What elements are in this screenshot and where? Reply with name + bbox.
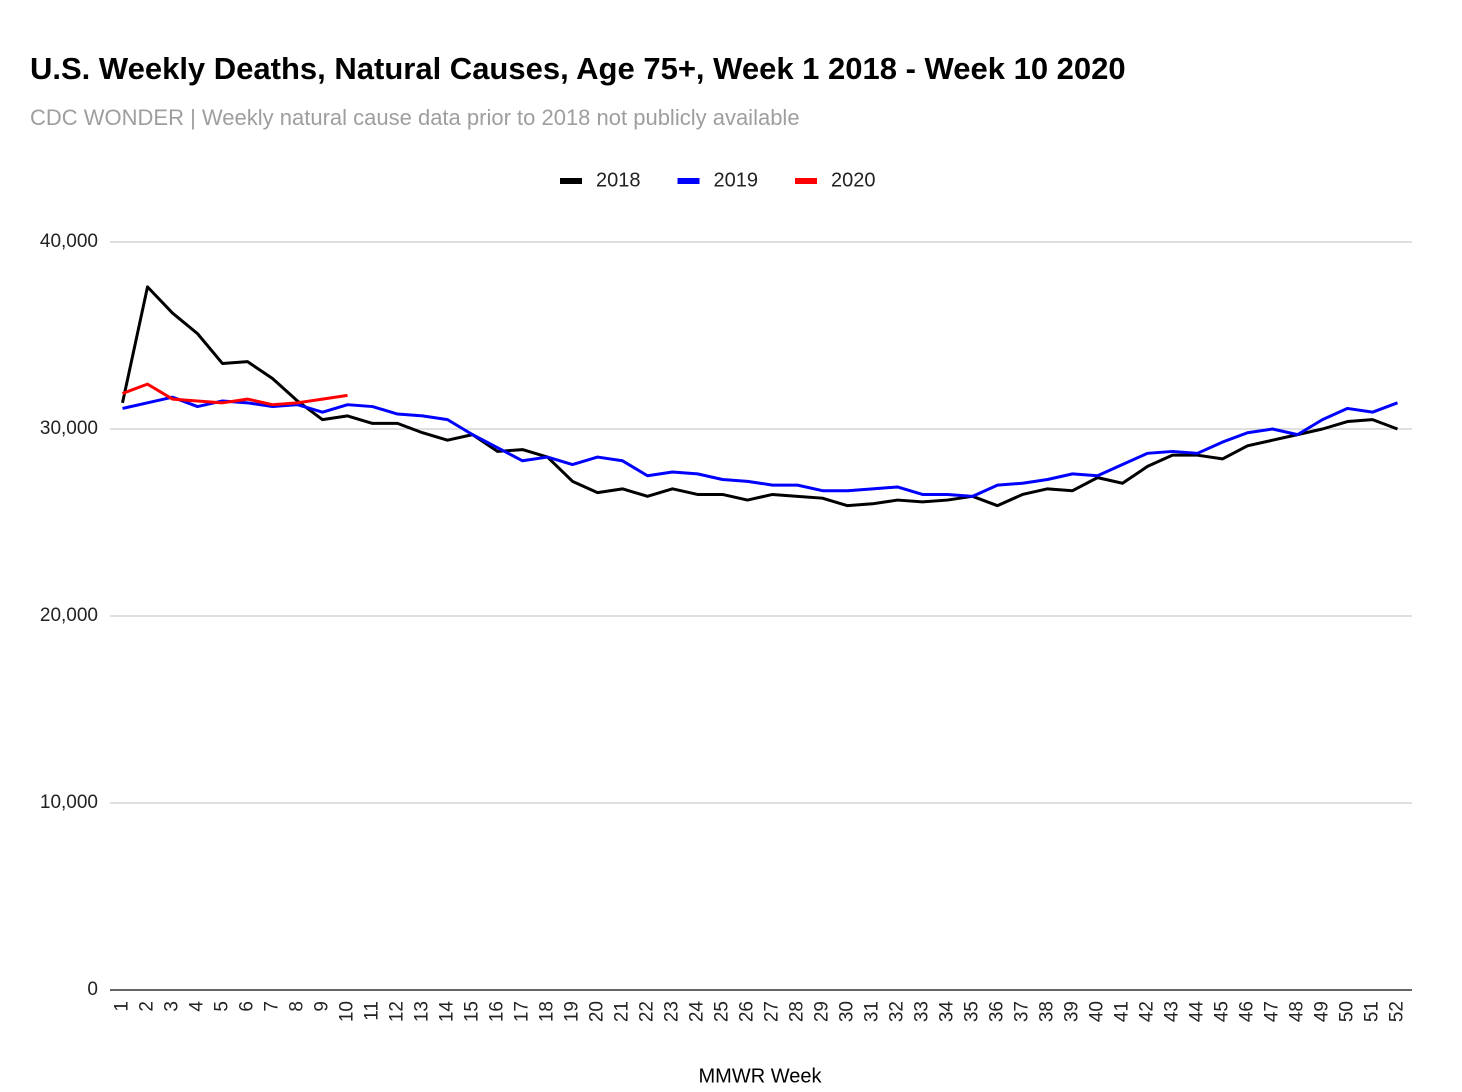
- x-tick-label: 30: [837, 1001, 858, 1022]
- x-tick-label: 18: [537, 1001, 558, 1022]
- x-tick-label: 28: [787, 1001, 808, 1022]
- x-tick-label: 52: [1387, 1001, 1408, 1022]
- x-tick-label: 20: [587, 1001, 608, 1022]
- legend-label: 2018: [596, 169, 641, 191]
- series-line: [121, 382, 348, 407]
- x-tick-label: 36: [987, 1001, 1008, 1022]
- chart-subtitle: CDC WONDER | Weekly natural cause data p…: [30, 105, 800, 130]
- x-tick-label: 35: [962, 1001, 983, 1022]
- x-tick-label: 14: [437, 1001, 458, 1023]
- x-tick-label: 48: [1287, 1001, 1308, 1022]
- x-tick-label: 42: [1137, 1001, 1158, 1022]
- y-tick-label: 30,000: [40, 418, 98, 439]
- x-tick-label: 17: [512, 1001, 533, 1022]
- x-tick-label: 50: [1337, 1001, 1358, 1022]
- x-tick-label: 49: [1312, 1001, 1333, 1022]
- x-tick-label: 31: [862, 1001, 883, 1022]
- x-tick-label: 34: [937, 1001, 958, 1023]
- x-tick-label: 22: [637, 1001, 658, 1022]
- x-tick-label: 29: [812, 1001, 833, 1022]
- legend-label: 2019: [714, 169, 759, 191]
- x-tick-label: 21: [612, 1001, 633, 1022]
- x-tick-label: 44: [1187, 1001, 1208, 1023]
- x-tick-label: 41: [1112, 1001, 1133, 1022]
- x-tick-label: 40: [1087, 1001, 1108, 1022]
- x-tick-label: 10: [337, 1001, 358, 1022]
- x-tick-label: 5: [212, 1001, 233, 1012]
- x-tick-label: 1: [112, 1001, 133, 1012]
- chart-title: U.S. Weekly Deaths, Natural Causes, Age …: [30, 51, 1126, 86]
- x-tick-label: 38: [1037, 1001, 1058, 1022]
- series-line: [122, 395, 1399, 498]
- y-tick-label: 40,000: [40, 231, 98, 252]
- x-tick-label: 46: [1237, 1001, 1258, 1022]
- y-tick-label: 0: [87, 979, 98, 1000]
- x-tick-label: 43: [1162, 1001, 1183, 1022]
- x-tick-label: 16: [487, 1001, 508, 1022]
- x-tick-label: 39: [1062, 1001, 1083, 1022]
- x-tick-label: 6: [237, 1001, 258, 1012]
- x-tick-label: 19: [562, 1001, 583, 1022]
- x-tick-label: 12: [387, 1001, 408, 1022]
- y-tick-label: 10,000: [40, 792, 98, 813]
- legend: 2018 2019 2020: [560, 169, 876, 191]
- x-tick-label: 33: [912, 1001, 933, 1022]
- x-tick-label: 24: [687, 1001, 708, 1023]
- x-tick-label: 9: [312, 1001, 333, 1012]
- legend-label: 2020: [831, 169, 876, 191]
- x-tick-label: 27: [762, 1001, 783, 1022]
- x-tick-label: 4: [187, 1001, 208, 1012]
- x-axis-title: MMWR Week: [699, 1065, 823, 1087]
- x-tick-label: 15: [462, 1001, 483, 1022]
- x-tick-label: 26: [737, 1001, 758, 1022]
- x-tick-label: 3: [162, 1001, 183, 1012]
- x-tick-label: 8: [287, 1001, 308, 1012]
- x-tick-label: 32: [887, 1001, 908, 1022]
- x-tick-label: 25: [712, 1001, 733, 1022]
- x-tick-label: 13: [412, 1001, 433, 1022]
- x-tick-label: 23: [662, 1001, 683, 1022]
- x-tick-label: 51: [1362, 1001, 1383, 1022]
- x-tick-label: 2: [137, 1001, 158, 1012]
- x-tick-label: 11: [362, 1001, 383, 1021]
- x-tick-label: 47: [1262, 1001, 1283, 1022]
- x-tick-label: 45: [1212, 1001, 1233, 1022]
- series-line: [121, 285, 1399, 508]
- y-tick-label: 20,000: [40, 605, 98, 626]
- x-tick-label: 37: [1012, 1001, 1033, 1022]
- x-tick-label: 7: [262, 1001, 283, 1012]
